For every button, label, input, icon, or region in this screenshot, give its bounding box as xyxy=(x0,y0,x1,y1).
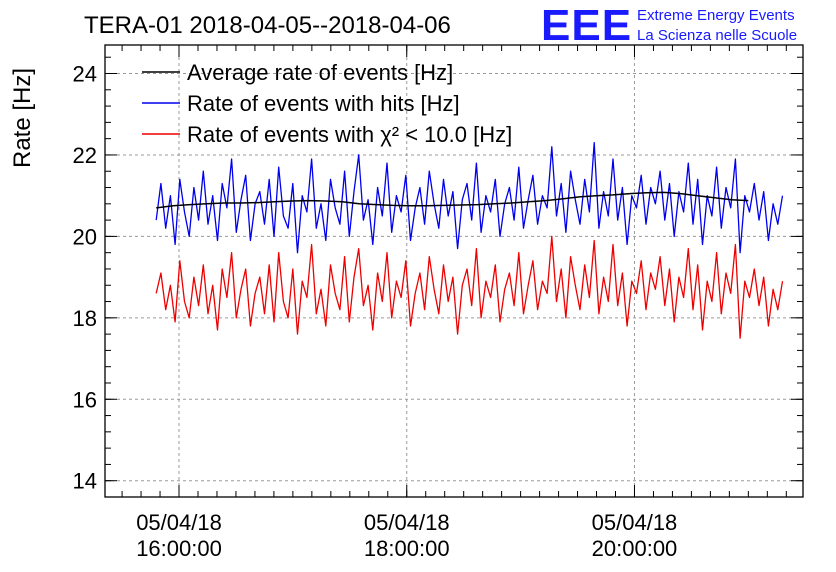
axes xyxy=(104,44,804,498)
series-chi2-line xyxy=(155,235,784,339)
x-tick-time: 20:00:00 xyxy=(592,536,678,561)
legend-label-hits: Rate of events with hits [Hz] xyxy=(187,91,460,116)
y-axis-label: Rate [Hz] xyxy=(9,68,36,168)
tick-labels: 14161820222405/04/1816:00:0005/04/1818:0… xyxy=(73,62,678,561)
x-tick-date: 05/04/18 xyxy=(136,510,222,535)
x-tick-date: 05/04/18 xyxy=(592,510,678,535)
y-tick-label: 14 xyxy=(73,469,97,494)
x-tick-time: 18:00:00 xyxy=(364,536,450,561)
logo-line-1: Extreme Energy Events xyxy=(637,7,795,24)
x-tick-date: 05/04/18 xyxy=(364,510,450,535)
y-tick-label: 16 xyxy=(73,387,97,412)
y-tick-label: 22 xyxy=(73,143,97,168)
y-tick-label: 20 xyxy=(73,224,97,249)
x-tick-time: 16:00:00 xyxy=(136,536,222,561)
y-tick-label: 24 xyxy=(73,62,97,87)
legend: Average rate of events [Hz] Rate of even… xyxy=(142,60,512,147)
series-hits-line xyxy=(155,142,784,254)
series-lines xyxy=(155,142,784,339)
logo-mark: EEE xyxy=(541,1,632,50)
legend-label-chi2: Rate of events with χ² < 10.0 [Hz] xyxy=(187,122,512,147)
chart-title: TERA-01 2018-04-05--2018-04-06 xyxy=(84,12,451,39)
logo-line-2: La Scienza nelle Scuole xyxy=(637,27,797,44)
y-tick-label: 18 xyxy=(73,306,97,331)
eee-logo: EEE Extreme Energy Events La Scienza nel… xyxy=(541,1,797,50)
grid-lines xyxy=(105,45,803,497)
plot-frame xyxy=(104,44,804,498)
series-average-line xyxy=(156,191,749,209)
legend-label-average: Average rate of events [Hz] xyxy=(187,60,453,85)
